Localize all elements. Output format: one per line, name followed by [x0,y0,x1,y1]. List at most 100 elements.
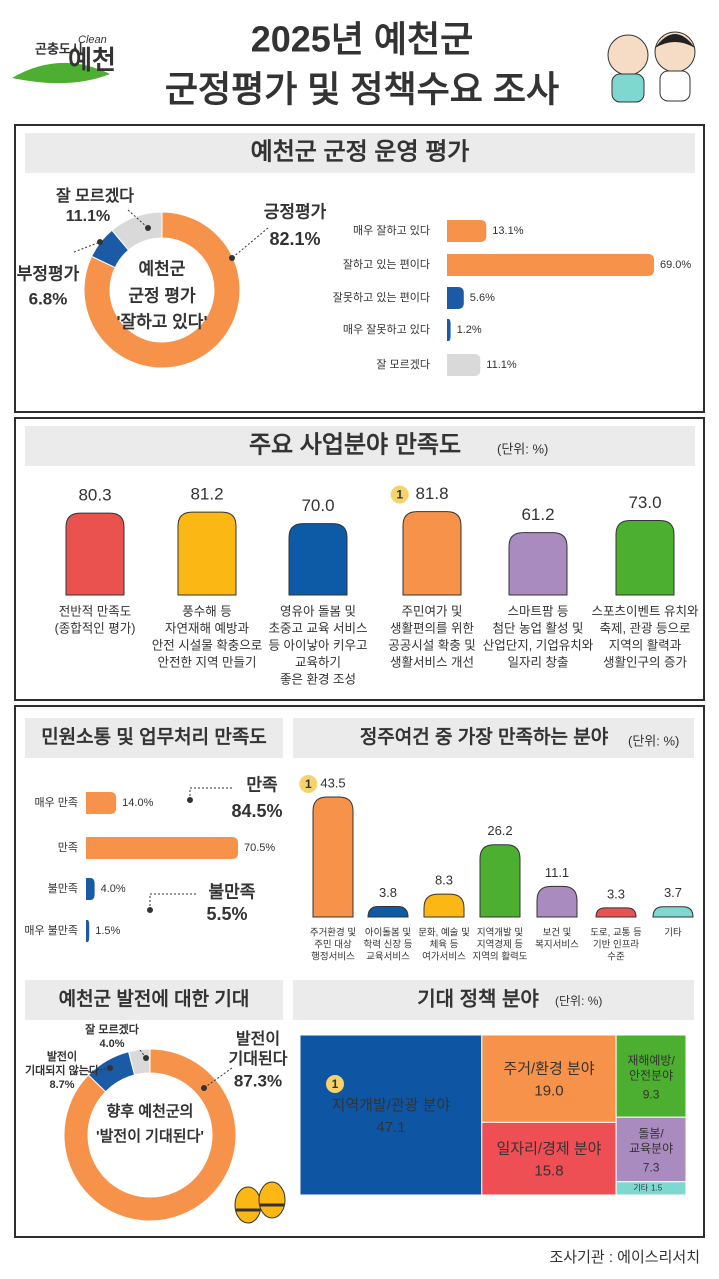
value-label: 69.0% [660,259,691,271]
value-label: 4.0% [101,883,126,895]
leader-line [189,787,232,800]
logo-clean: Clean [78,34,107,46]
leader-dot [201,1085,207,1091]
category-label: 학력 신장 등 [364,939,413,951]
category-label: 교육서비스 [366,952,410,963]
leader-dot [187,797,193,803]
rank-badge [326,1075,344,1093]
leader-dot [145,225,151,231]
value-label: 70.5% [244,842,275,854]
bar [86,878,95,900]
category-label: 생활서비스 개선 [390,655,474,669]
cell-value: 47.1 [376,1119,405,1136]
bar [177,511,237,596]
value-label: 1.2% [457,324,482,336]
category-label: 잘 모르겠다 [376,358,430,371]
category-label: 좋은 환경 조성 [280,672,356,686]
panel-header [293,718,694,758]
cell-label: 안전분야 [629,1068,673,1082]
category-label: 아이돌봄 및 [365,927,412,939]
category-label: 풍수해 등 [182,604,231,618]
category-label: 잘하고 있는 편이다 [343,257,430,271]
rank-badge [299,774,318,793]
bar [652,906,694,918]
value-label: 61.2 [521,505,554,524]
donut-label: 기대되지 않는다 [25,1063,100,1077]
category-label: 주거환경 및 [310,927,357,939]
category-label: 초중고 교육 서비스 [269,621,368,635]
logo-leaf [12,62,110,84]
donut-value-label: 8.7% [49,1079,74,1091]
category-label: 일자리 창출 [508,655,569,669]
section-header [25,133,695,173]
treemap-cell [481,1121,617,1196]
category-label: 지역의 활력과 [609,638,682,652]
annotation-label: 만족 [246,775,278,794]
bee-mascots [234,1181,286,1224]
category-label: 만족 [58,841,78,854]
category-label: 매우 잘하고 있다 [353,223,430,237]
donut-center-text: '발전이 기대된다' [96,1127,204,1145]
cell-label: 지역개발/관광 분야 [332,1097,451,1114]
donut-segment [63,1048,237,1222]
bar [479,844,521,918]
category-label: 스포츠이벤트 유치와 [592,604,699,618]
category-label: 지역경제 등 [477,939,524,951]
value-label: 14.0% [122,797,153,809]
category-label: 산업단지, 기업유치와 [483,638,594,652]
cell-value: 19.0 [534,1083,563,1100]
value-label: 11.1 [545,865,569,880]
donut-center-text: 군정 평가 [128,286,196,305]
bar [615,520,675,596]
donut-segment [83,211,241,369]
value-label: 3.3 [607,886,625,901]
category-label: 생활편의를 위한 [390,621,474,635]
section-title: 주요 사업분야 만족도 [249,431,461,458]
value-label: 70.0 [301,496,334,515]
donut-label: 부정평가 [17,264,80,283]
section-frame [14,417,705,701]
category-label: 지역개발 및 [477,927,524,939]
category-label: 주민 대상 [314,940,352,951]
footer: 조사기관 : 에이스리서치 [549,1249,700,1266]
section-title: 예천군 발전에 대한 기대 [59,988,250,1010]
category-label: 첨단 농업 활성 및 [493,621,584,635]
value-label: 8.3 [435,873,453,888]
rank-label: 1 [305,777,312,791]
panel-header [25,980,283,1020]
value-label: 3.8 [379,885,397,900]
category-label: 매우 잘못하고 있다 [343,322,430,336]
category-label: (종합적인 평가) [55,621,136,635]
donut-label: 발전이 [236,1030,280,1048]
bar [447,254,654,276]
donut-segment [111,211,163,251]
value-label: 81.8 [415,484,448,503]
category-label: 지역의 활력도 [472,951,527,963]
cell-label: 일자리/경제 분야 [497,1141,602,1158]
donut-value-label: 4.0% [99,1038,124,1050]
category-label: 기반 인프라 [593,940,640,951]
leader-dot [229,255,235,261]
logo-main: 예천 [68,45,116,75]
annotation-label: 불만족 [209,882,256,901]
bar [536,885,578,918]
category-label: 안전한 지역 만들기 [158,655,257,669]
unit-label: (단위: %) [497,441,548,456]
donut-label: 긍정평가 [264,202,327,221]
treemap-cell [481,1034,617,1123]
bar [367,906,409,918]
donut-value-label: 82.1% [269,229,320,249]
leader-line [149,893,196,910]
bar [508,532,568,596]
category-label: 여가서비스 [422,951,466,963]
bar [86,837,238,859]
logo: 곤충도시 Clean 예천 [12,34,116,84]
bar [288,523,348,596]
bar [447,220,487,242]
category-label: 잘못하고 있는 편이다 [333,290,430,304]
category-label: 생활인구의 증가 [603,655,687,669]
cell-label: 기타 [633,1183,648,1192]
category-label: 도로, 교통 등 [590,928,642,939]
logo-small: 곤충도시 [35,41,83,56]
